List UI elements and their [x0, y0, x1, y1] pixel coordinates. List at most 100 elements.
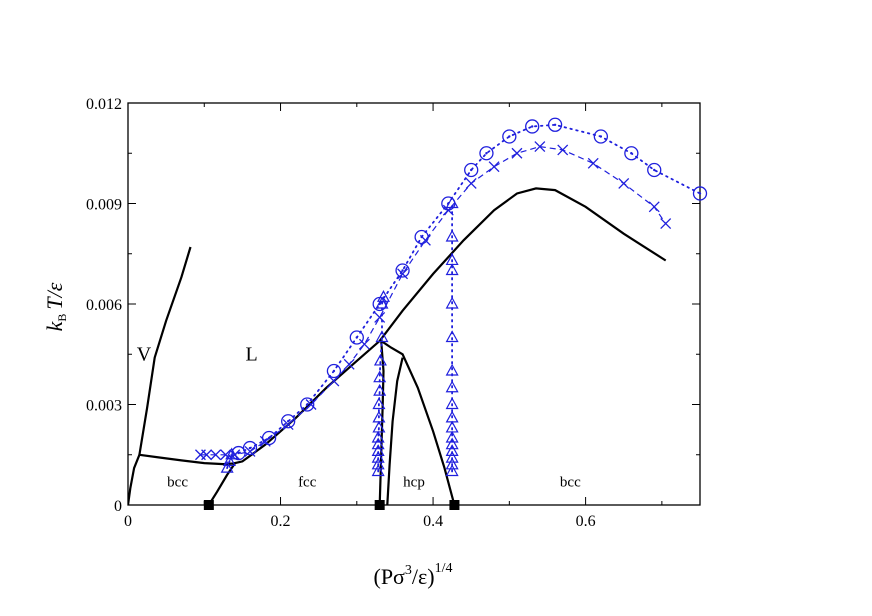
- triangle-marker: [445, 450, 459, 463]
- circle-marker: [479, 146, 494, 161]
- circle-marker: [464, 162, 479, 178]
- circle-marker-dot: [630, 152, 633, 155]
- series-line-7: [237, 123, 700, 454]
- series-line-4: [380, 339, 456, 505]
- circle-marker-dot: [508, 135, 511, 138]
- x-tick-label: 0.4: [423, 513, 443, 530]
- circle-marker: [326, 363, 342, 379]
- series-line-6: [200, 145, 667, 456]
- series-line-5: [386, 357, 404, 505]
- circle-marker-dot: [599, 135, 603, 138]
- circle-marker: [692, 186, 708, 201]
- circle-marker: [502, 129, 517, 144]
- triangle-marker: [445, 410, 459, 423]
- triangle-marker: [445, 437, 459, 450]
- triangle-marker: [445, 464, 459, 477]
- axis-ticks: [127, 102, 700, 506]
- square-marker: [203, 500, 214, 510]
- series-line-9: [377, 296, 385, 473]
- x-marker: [618, 177, 630, 189]
- circle-marker: [414, 229, 429, 245]
- series-line-1: [138, 246, 192, 455]
- series-markers: [194, 117, 708, 510]
- y-axis-title: kBT/ε: [42, 282, 69, 331]
- circle-marker-ring: [502, 129, 517, 144]
- circle-marker-ring: [464, 162, 479, 178]
- x-marker: [328, 375, 340, 387]
- x-marker: [343, 358, 355, 370]
- circle-marker-dot: [237, 451, 240, 455]
- circle-marker: [300, 397, 315, 412]
- x-marker: [305, 399, 317, 410]
- region-label: bcc: [167, 475, 188, 491]
- circle-marker-ring: [414, 229, 429, 245]
- circle-marker-ring: [242, 440, 258, 456]
- triangle-marker: [220, 460, 234, 473]
- x-marker: [587, 157, 599, 169]
- square-marker: [449, 500, 460, 510]
- triangle-marker: [372, 410, 386, 423]
- region-label: hcp: [403, 475, 425, 491]
- circle-marker-ring: [525, 119, 540, 134]
- circle-marker-dot: [420, 235, 423, 239]
- series-line-0: [128, 187, 667, 505]
- x-marker: [397, 268, 409, 280]
- circle-marker-dot: [267, 436, 271, 440]
- x-tick-label: 0: [124, 513, 132, 530]
- x-tick-label: 0.2: [271, 513, 291, 530]
- circle-marker-dot: [248, 446, 252, 450]
- triangle-marker: [222, 454, 236, 467]
- triangle-marker: [373, 383, 387, 396]
- triangle-marker: [371, 464, 385, 477]
- circle-marker: [624, 146, 639, 161]
- circle-marker: [395, 263, 410, 278]
- x-marker: [201, 449, 213, 461]
- triangle-marker: [445, 263, 459, 276]
- triangle-marker: [371, 444, 385, 456]
- triangle-marker: [445, 330, 459, 343]
- triangle-marker: [371, 457, 385, 470]
- circle-marker: [349, 330, 364, 345]
- triangle-marker: [375, 330, 389, 343]
- triangle-marker: [371, 450, 385, 463]
- triangle-marker: [445, 380, 459, 393]
- x-marker: [282, 419, 294, 431]
- region-label: V: [137, 343, 152, 365]
- circle-marker: [525, 119, 540, 134]
- circle-marker-ring: [281, 414, 296, 429]
- triangle-marker: [373, 353, 387, 366]
- circle-marker-dot: [653, 168, 656, 172]
- circle-marker-ring: [624, 146, 639, 161]
- circle-marker-dot: [355, 336, 358, 339]
- triangle-marker: [372, 420, 386, 433]
- x-marker: [534, 141, 546, 153]
- circle-marker-ring: [395, 263, 410, 278]
- x-axis-title: (Pσ3/ε)1/4: [374, 561, 453, 589]
- circle-marker-dot: [553, 123, 557, 126]
- circle-marker: [647, 162, 662, 178]
- triangle-marker: [445, 253, 459, 266]
- x-marker: [358, 338, 370, 350]
- circle-marker: [261, 430, 277, 446]
- y-tick-label: 0.012: [86, 96, 122, 113]
- x-marker: [210, 449, 222, 461]
- circle-marker-dot: [306, 403, 309, 406]
- plot-frame: [127, 102, 701, 506]
- triangle-marker: [445, 430, 459, 443]
- circle-marker-dot: [531, 125, 534, 128]
- y-tick-label: 0.006: [86, 297, 122, 314]
- axis-tick-labels: 0 0.2 0.4 0.6 0 0.003 0.006 0.009 0.012: [86, 96, 596, 530]
- triangle-marker: [371, 430, 385, 443]
- triangle-marker: [445, 397, 459, 410]
- region-label: L: [245, 343, 257, 365]
- y-tick-label: 0.003: [86, 398, 122, 415]
- circle-marker-dot: [485, 152, 488, 155]
- circle-marker-dot: [401, 269, 404, 272]
- circle-marker-dot: [332, 369, 336, 373]
- circle-marker: [547, 117, 563, 132]
- x-marker: [244, 445, 256, 457]
- triangle-marker: [445, 420, 459, 433]
- y-tick-label: 0: [114, 498, 122, 515]
- triangle-marker: [445, 229, 459, 242]
